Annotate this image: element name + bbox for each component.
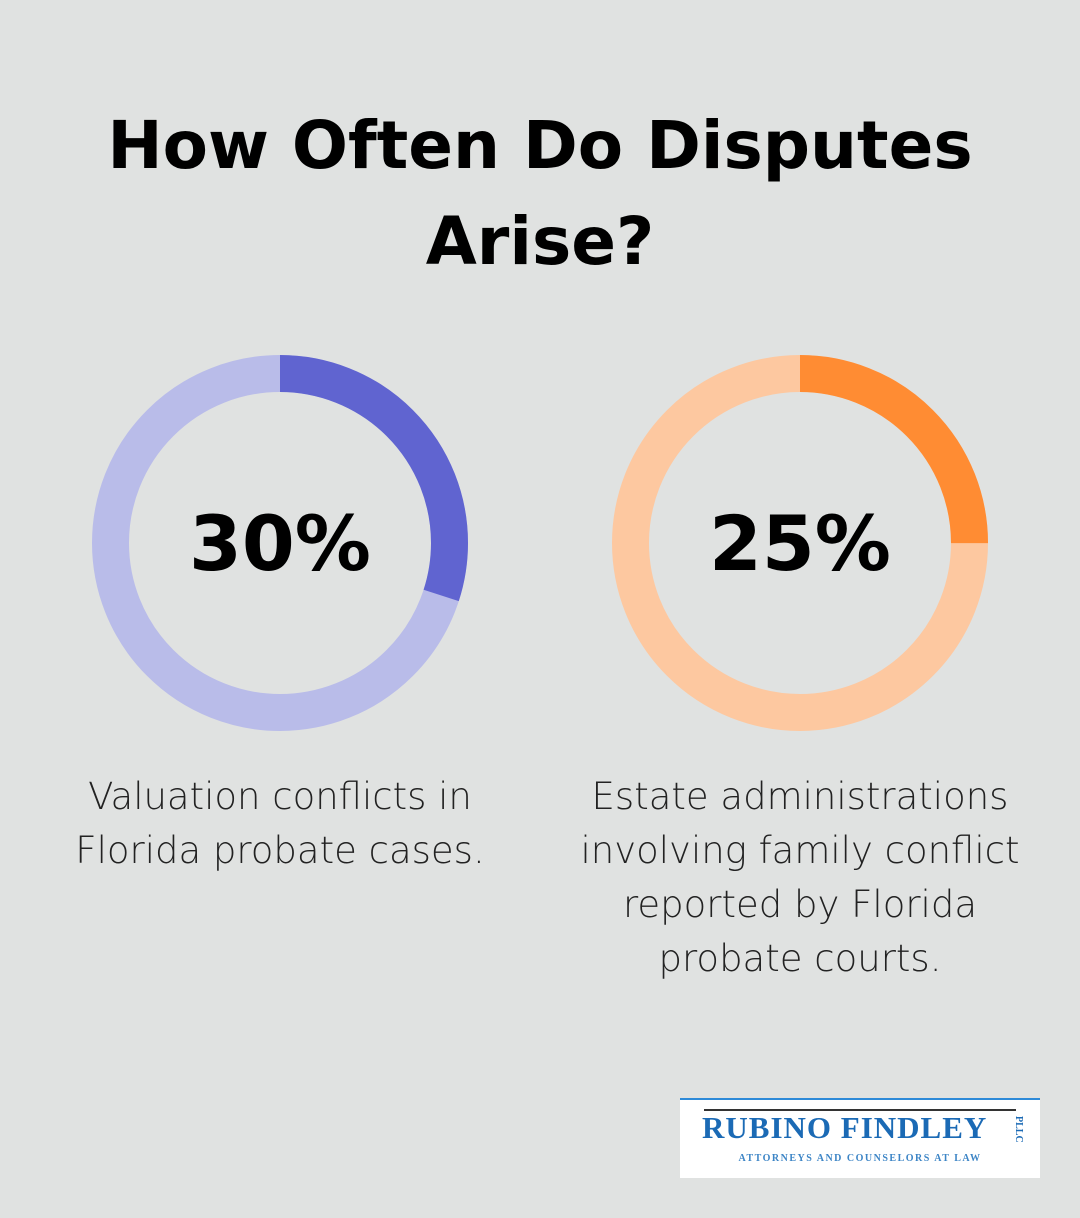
page-title: How Often Do Disputes Arise?	[107, 107, 973, 280]
donut-ring-2	[612, 355, 988, 731]
donut-chart-2: 25%	[612, 355, 988, 731]
logo-name: RUBINO FINDLEY	[702, 1110, 988, 1145]
logo-tagline: ATTORNEYS AND COUNSELORS AT LAW	[738, 1153, 982, 1164]
donut-ring-1	[92, 355, 468, 731]
donut-value-arc	[612, 355, 988, 731]
donut-chart-1: 30%	[92, 355, 468, 731]
donut-value-arc	[92, 355, 468, 731]
logo-suffix: PLLC	[1013, 1116, 1024, 1143]
company-logo: RUBINO FINDLEY PLLC ATTORNEYS AND COUNSE…	[680, 1098, 1040, 1178]
stat-description: Valuation conflicts in Florida probate c…	[75, 775, 485, 872]
stat-description: Estate administrations involving family …	[580, 775, 1020, 980]
percentage-value: 30%	[189, 498, 371, 588]
percentage-value: 25%	[709, 498, 891, 588]
